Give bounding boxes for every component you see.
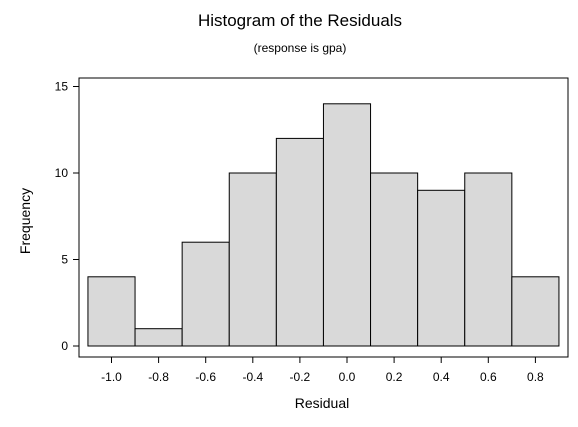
x-tick-label: -0.6 bbox=[195, 370, 216, 384]
x-tick-label: -1.0 bbox=[101, 370, 122, 384]
x-tick-label: 0.4 bbox=[433, 370, 450, 384]
y-tick-label: 15 bbox=[55, 80, 69, 94]
x-tick-label: 0.0 bbox=[339, 370, 356, 384]
x-tick-label: -0.8 bbox=[148, 370, 169, 384]
histogram-bar bbox=[322, 103, 372, 347]
histogram-bar bbox=[275, 137, 324, 347]
histogram-bar bbox=[370, 172, 419, 347]
x-tick-label: -0.2 bbox=[290, 370, 311, 384]
y-tick-label: 5 bbox=[61, 253, 68, 267]
histogram-bar bbox=[228, 172, 277, 347]
x-tick-label: -0.4 bbox=[242, 370, 263, 384]
x-tick-label: 0.6 bbox=[480, 370, 497, 384]
y-tick-label: 10 bbox=[55, 166, 69, 180]
histogram-bar bbox=[87, 276, 136, 347]
y-axis: 0 5 10 15 bbox=[55, 80, 79, 353]
chart-subtitle: (response is gpa) bbox=[254, 41, 347, 55]
histogram-bar bbox=[417, 189, 466, 347]
histogram-bar bbox=[134, 328, 183, 347]
histogram-bar bbox=[181, 241, 230, 347]
y-tick-label: 0 bbox=[61, 339, 68, 353]
x-axis-label: Residual bbox=[295, 395, 349, 411]
histogram-bar bbox=[464, 172, 513, 347]
x-axis: -1.0 -0.8 -0.6 -0.4 -0.2 0.0 0.2 0.4 0.6 0.8 bbox=[101, 357, 544, 384]
x-tick-label: 0.8 bbox=[527, 370, 544, 384]
chart-title: Histogram of the Residuals bbox=[198, 11, 402, 30]
bars-group bbox=[87, 103, 560, 347]
histogram-bar bbox=[511, 276, 560, 347]
y-axis-label: Frequency bbox=[17, 188, 33, 254]
x-tick-label: 0.2 bbox=[386, 370, 403, 384]
